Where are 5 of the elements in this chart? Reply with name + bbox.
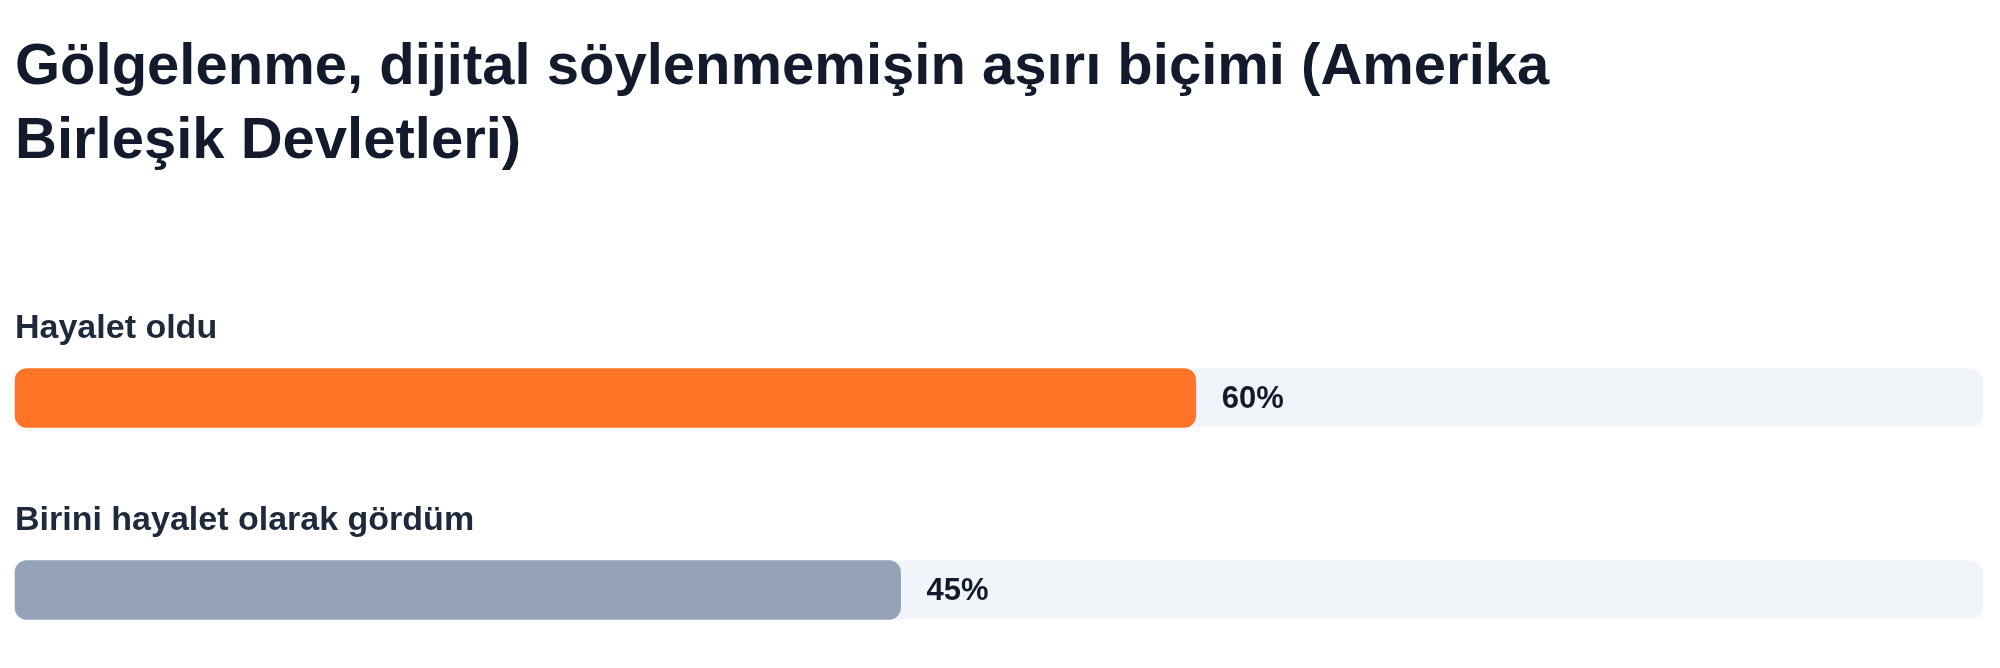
data-label: 60%: [1221, 379, 1284, 415]
y-tick-label: Hayalet oldu: [15, 307, 218, 346]
data-label: 45%: [926, 571, 989, 607]
y-tick-label: Birini hayalet olarak gördüm: [15, 499, 475, 538]
chart-title: Gölgelenme, dijital söylenmemişin aşırı biçimi (Amerika Birleşik Devletleri): [15, 30, 1551, 172]
